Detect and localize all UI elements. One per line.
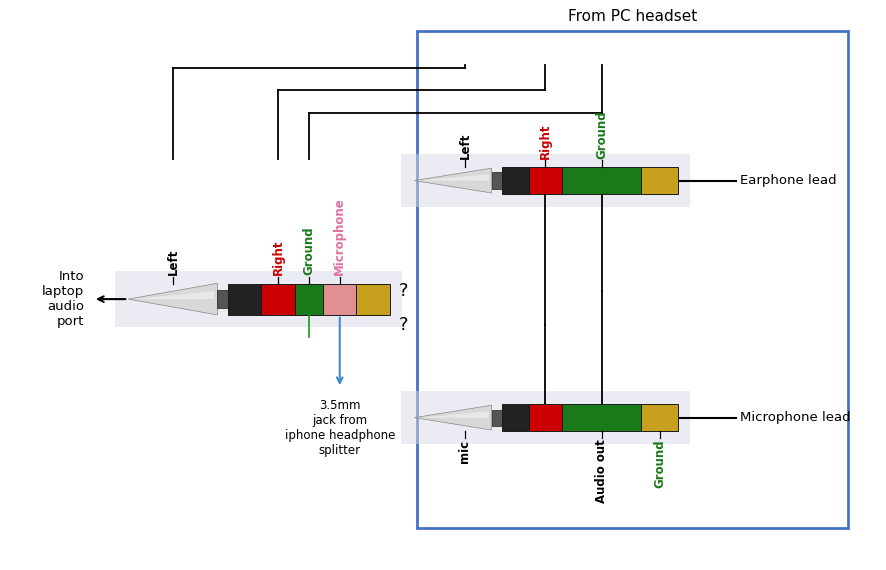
FancyBboxPatch shape	[356, 284, 390, 315]
Text: Ground: Ground	[595, 110, 608, 158]
FancyBboxPatch shape	[228, 284, 261, 315]
Text: ?: ?	[399, 316, 408, 333]
Text: Ground: Ground	[653, 439, 666, 488]
Polygon shape	[419, 174, 489, 181]
FancyBboxPatch shape	[562, 404, 641, 431]
FancyBboxPatch shape	[261, 284, 295, 315]
FancyBboxPatch shape	[562, 167, 641, 194]
Text: Right: Right	[272, 239, 284, 275]
FancyBboxPatch shape	[323, 284, 356, 315]
FancyBboxPatch shape	[401, 392, 689, 444]
Polygon shape	[128, 283, 217, 315]
Text: ?: ?	[399, 282, 408, 300]
Polygon shape	[415, 405, 492, 430]
FancyBboxPatch shape	[401, 154, 689, 207]
Text: Microphone lead: Microphone lead	[740, 411, 851, 424]
Text: Earphone lead: Earphone lead	[740, 174, 836, 187]
FancyBboxPatch shape	[502, 404, 529, 431]
Text: Ground: Ground	[302, 226, 315, 275]
FancyBboxPatch shape	[641, 167, 679, 194]
Polygon shape	[419, 412, 489, 418]
Text: Microphone: Microphone	[333, 197, 346, 275]
Text: From PC headset: From PC headset	[568, 9, 697, 25]
Text: 3.5mm
jack from
iphone headphone
splitter: 3.5mm jack from iphone headphone splitte…	[284, 400, 395, 457]
FancyBboxPatch shape	[641, 404, 679, 431]
Text: Audio out: Audio out	[595, 439, 608, 503]
Text: mic: mic	[458, 439, 471, 463]
FancyBboxPatch shape	[502, 167, 529, 194]
FancyBboxPatch shape	[492, 173, 502, 189]
FancyBboxPatch shape	[115, 271, 402, 327]
Polygon shape	[133, 291, 214, 299]
FancyBboxPatch shape	[529, 167, 562, 194]
Text: Left: Left	[167, 249, 180, 275]
Text: Right: Right	[539, 123, 552, 158]
Text: Left: Left	[458, 132, 471, 158]
Text: Into
laptop
audio
port: Into laptop audio port	[42, 270, 84, 328]
FancyBboxPatch shape	[217, 290, 228, 308]
FancyBboxPatch shape	[295, 284, 323, 315]
FancyBboxPatch shape	[529, 404, 562, 431]
FancyBboxPatch shape	[492, 409, 502, 426]
Polygon shape	[415, 168, 492, 193]
